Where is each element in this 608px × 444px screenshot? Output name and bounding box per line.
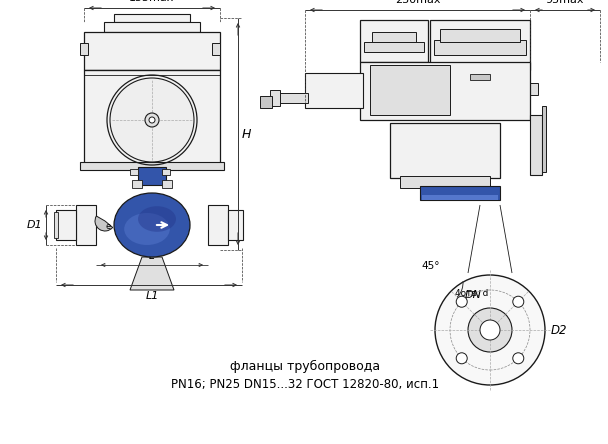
Bar bbox=[140, 112, 164, 120]
Circle shape bbox=[513, 296, 523, 307]
Bar bbox=[440, 29, 520, 42]
Text: PN16; PN25 DN15...32 ГОСТ 12820-80, исп.1: PN16; PN25 DN15...32 ГОСТ 12820-80, исп.… bbox=[171, 378, 439, 391]
Text: 155max: 155max bbox=[130, 0, 174, 3]
Circle shape bbox=[149, 117, 155, 123]
Bar bbox=[84, 70, 220, 165]
Circle shape bbox=[110, 78, 194, 162]
Bar bbox=[54, 212, 58, 238]
Bar bbox=[372, 32, 416, 42]
Bar bbox=[270, 90, 280, 106]
Text: D2: D2 bbox=[551, 324, 567, 337]
Bar bbox=[132, 180, 142, 188]
Polygon shape bbox=[130, 257, 174, 290]
Bar bbox=[400, 176, 490, 188]
Text: H: H bbox=[242, 127, 251, 140]
Bar bbox=[208, 205, 228, 245]
Bar bbox=[104, 22, 200, 32]
Bar bbox=[162, 169, 170, 175]
Bar bbox=[305, 73, 363, 108]
Text: L1: L1 bbox=[145, 291, 159, 301]
Bar bbox=[80, 162, 224, 170]
Circle shape bbox=[456, 296, 467, 307]
Text: L: L bbox=[149, 251, 155, 261]
Bar bbox=[422, 195, 498, 200]
Bar bbox=[56, 210, 76, 240]
Bar bbox=[390, 123, 500, 178]
Bar bbox=[530, 83, 538, 95]
Bar bbox=[138, 167, 166, 185]
Bar bbox=[80, 43, 88, 55]
Bar bbox=[430, 20, 530, 70]
Circle shape bbox=[468, 308, 512, 352]
Circle shape bbox=[480, 320, 500, 340]
Bar bbox=[470, 74, 490, 80]
Bar bbox=[360, 20, 428, 62]
Circle shape bbox=[456, 353, 467, 364]
Bar bbox=[228, 210, 243, 240]
Bar bbox=[364, 42, 424, 52]
Bar bbox=[162, 180, 172, 188]
Text: 95max: 95max bbox=[546, 0, 584, 5]
Bar bbox=[530, 115, 542, 175]
Circle shape bbox=[513, 353, 523, 364]
Bar bbox=[84, 32, 220, 70]
Bar bbox=[434, 40, 526, 55]
Text: DN: DN bbox=[465, 290, 482, 300]
Bar bbox=[130, 169, 138, 175]
Text: 4отв. d: 4отв. d bbox=[455, 289, 489, 298]
Text: 45°: 45° bbox=[422, 261, 440, 271]
Text: e: e bbox=[105, 222, 111, 231]
Bar bbox=[360, 62, 530, 120]
Text: фланцы трубопровода: фланцы трубопровода bbox=[230, 360, 380, 373]
Circle shape bbox=[435, 275, 545, 385]
Bar bbox=[260, 96, 272, 108]
Bar bbox=[76, 205, 96, 245]
Text: D1: D1 bbox=[26, 220, 42, 230]
Ellipse shape bbox=[124, 213, 170, 245]
Wedge shape bbox=[95, 216, 112, 231]
Bar bbox=[542, 106, 546, 172]
Text: 230max: 230max bbox=[395, 0, 440, 5]
Bar bbox=[114, 14, 190, 22]
Circle shape bbox=[145, 113, 159, 127]
Bar bbox=[212, 43, 220, 55]
Bar bbox=[420, 186, 500, 200]
Bar bbox=[278, 93, 308, 103]
Ellipse shape bbox=[138, 206, 176, 232]
Ellipse shape bbox=[114, 193, 190, 257]
Bar bbox=[370, 65, 450, 115]
